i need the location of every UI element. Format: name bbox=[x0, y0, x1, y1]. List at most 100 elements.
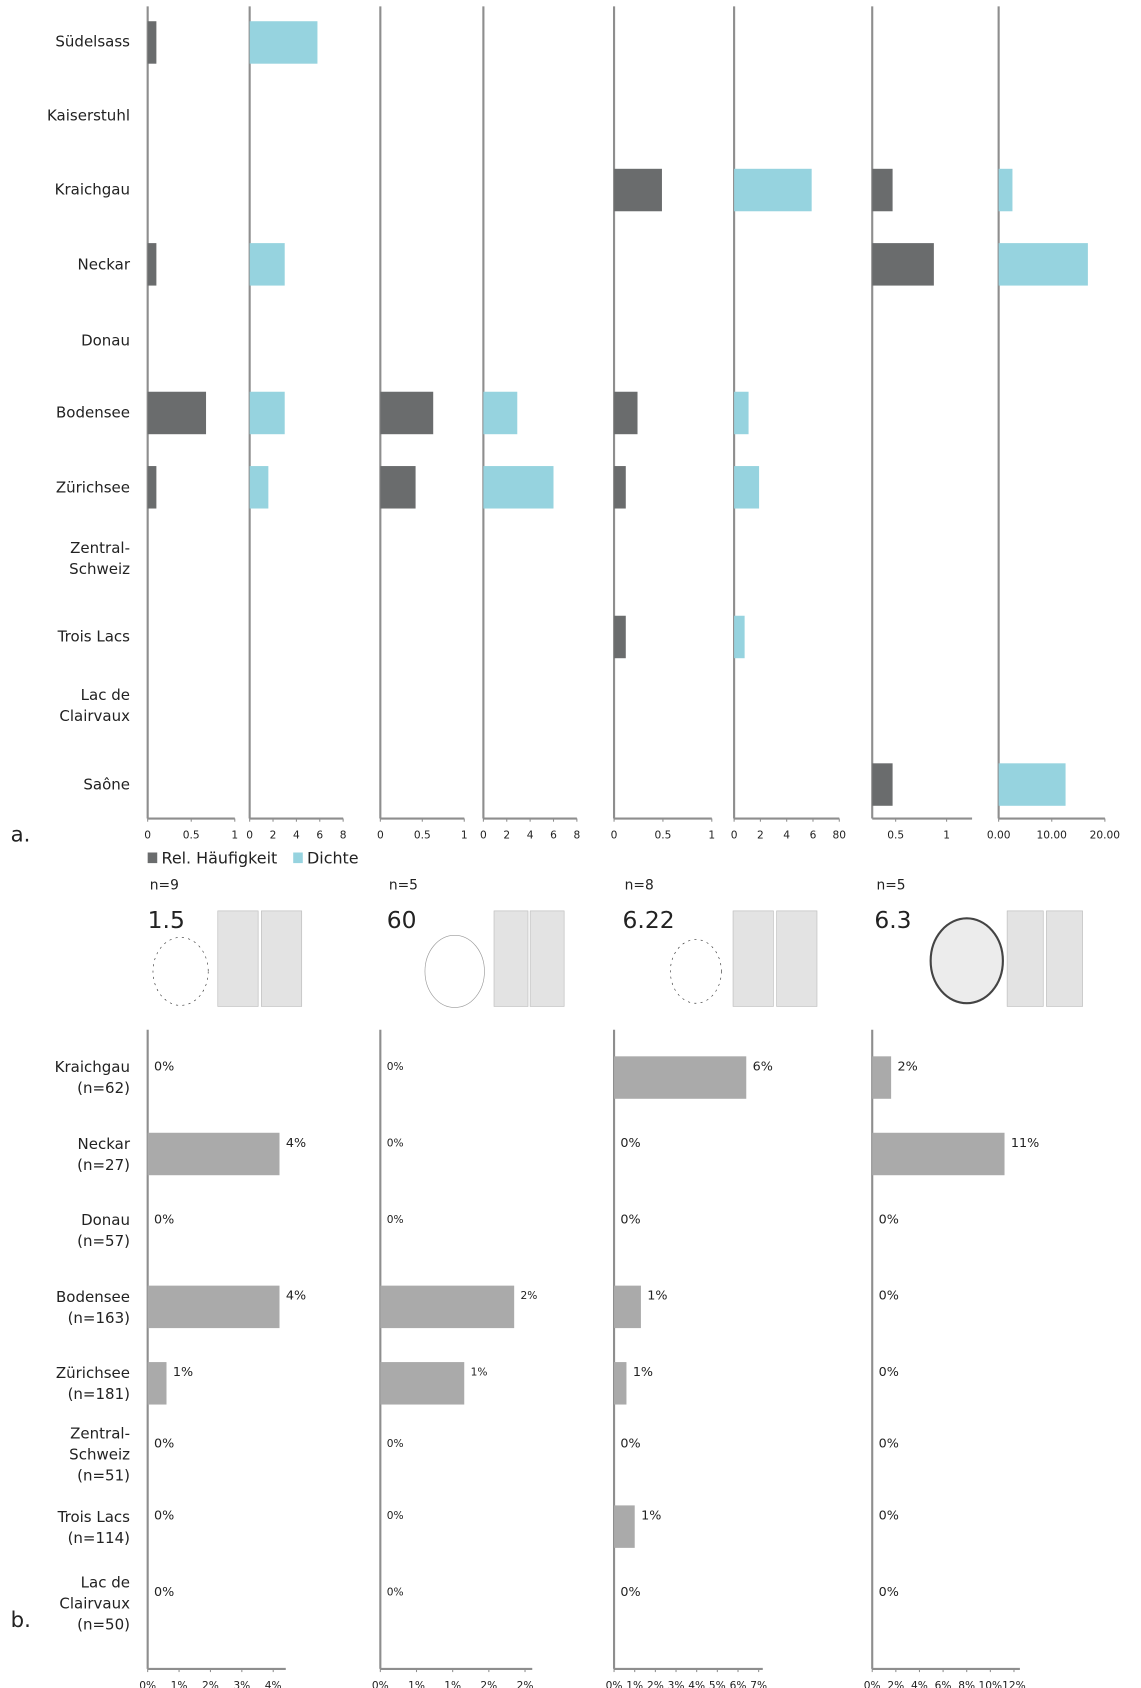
value-label: 0% bbox=[879, 1289, 899, 1304]
value-label: 0% bbox=[879, 1212, 899, 1227]
category-label: Südelsass bbox=[55, 32, 130, 51]
x-tick-label: 2% bbox=[517, 1679, 534, 1688]
x-tick-label: 0.5 bbox=[887, 829, 904, 842]
bar bbox=[147, 243, 157, 286]
group-number: 60 bbox=[387, 906, 417, 934]
bar bbox=[872, 168, 893, 212]
x-tick-label: 1 bbox=[461, 829, 468, 842]
x-tick-label: 8% bbox=[958, 1679, 975, 1688]
bar bbox=[147, 1362, 167, 1405]
x-tick-label: 12% bbox=[1002, 1679, 1026, 1688]
x-tick-label: 1% bbox=[408, 1679, 425, 1688]
x-tick-label: 0% bbox=[864, 1679, 881, 1688]
bar bbox=[380, 1362, 465, 1405]
x-tick-label: 0.5 bbox=[414, 829, 431, 842]
x-tick-label: 20.00 bbox=[1090, 829, 1121, 842]
group-n: n=8 bbox=[625, 877, 654, 893]
legend-label: Rel. Häufigkeit bbox=[161, 848, 277, 867]
x-tick-label: 2 bbox=[757, 829, 764, 842]
value-label: 0% bbox=[387, 1136, 404, 1149]
x-tick-label: 1 bbox=[943, 829, 950, 842]
x-tick-label: 1% bbox=[626, 1679, 643, 1688]
value-label: 0% bbox=[620, 1436, 640, 1451]
value-label: 0% bbox=[154, 1585, 174, 1600]
x-tick-label: 2% bbox=[202, 1679, 219, 1688]
bar bbox=[147, 466, 157, 509]
bar bbox=[872, 763, 893, 806]
x-tick-label: 0.5 bbox=[183, 829, 200, 842]
value-label: 0% bbox=[154, 1509, 174, 1524]
category-label: Trois Lacs (n=114) bbox=[57, 1507, 130, 1547]
bar bbox=[998, 763, 1066, 806]
legend-swatch bbox=[147, 852, 158, 864]
category-label: Kraichgau (n=62) bbox=[54, 1058, 130, 1098]
bar bbox=[614, 466, 626, 509]
x-tick-label: 0 bbox=[611, 829, 618, 842]
part-label: a. bbox=[11, 823, 31, 848]
vessel-images bbox=[152, 910, 1083, 1008]
category-label: Kaiserstuhl bbox=[46, 106, 130, 125]
x-tick-label: 0% bbox=[139, 1679, 156, 1688]
bar bbox=[998, 168, 1013, 212]
bar bbox=[380, 1285, 515, 1329]
category-label: Zentral- Schweiz (n=51) bbox=[69, 1424, 130, 1485]
value-label: 0% bbox=[620, 1585, 640, 1600]
category-label: Kraichgau bbox=[54, 180, 130, 199]
x-tick-label: 1% bbox=[171, 1679, 188, 1688]
bar bbox=[734, 391, 749, 435]
x-tick-label: 4 bbox=[783, 829, 790, 842]
bar bbox=[614, 615, 626, 659]
bar bbox=[147, 1132, 280, 1176]
value-label: 0% bbox=[154, 1436, 174, 1451]
value-label: 0% bbox=[879, 1585, 899, 1600]
x-tick-label: 3% bbox=[668, 1679, 685, 1688]
group-number: 6.22 bbox=[623, 906, 675, 934]
value-label: 1% bbox=[471, 1366, 488, 1379]
bar bbox=[614, 391, 638, 435]
value-label: 0% bbox=[620, 1212, 640, 1227]
x-tick-label: 4% bbox=[688, 1679, 705, 1688]
value-label: 0% bbox=[387, 1509, 404, 1522]
category-label: Bodensee (n=163) bbox=[56, 1287, 130, 1327]
category-label: Donau bbox=[81, 331, 130, 350]
group-n: n=9 bbox=[150, 877, 179, 893]
value-label: 2% bbox=[521, 1289, 538, 1302]
x-tick-label: 1 bbox=[708, 829, 715, 842]
bar bbox=[380, 466, 416, 509]
bar bbox=[483, 391, 518, 435]
x-tick-label: 7% bbox=[750, 1679, 767, 1688]
x-tick-label: 8 bbox=[340, 829, 347, 842]
value-label: 0% bbox=[620, 1136, 640, 1151]
x-tick-label: 4% bbox=[911, 1679, 928, 1688]
x-tick-label: 6% bbox=[935, 1679, 952, 1688]
bar bbox=[872, 243, 934, 286]
x-tick-label: 2% bbox=[887, 1679, 904, 1688]
x-tick-label: 2 bbox=[503, 829, 510, 842]
value-label: 1% bbox=[633, 1365, 653, 1380]
value-label: 0% bbox=[387, 1213, 404, 1226]
bar bbox=[249, 391, 285, 435]
bar bbox=[249, 243, 285, 286]
bar bbox=[872, 1056, 892, 1099]
x-tick-label: 0 bbox=[731, 829, 738, 842]
value-label: 0% bbox=[154, 1059, 174, 1074]
bar bbox=[734, 168, 812, 212]
x-tick-label: 0 bbox=[480, 829, 487, 842]
x-tick-label: 6% bbox=[730, 1679, 747, 1688]
value-label: 0% bbox=[387, 1585, 404, 1598]
value-label: 6% bbox=[753, 1059, 773, 1074]
bar bbox=[734, 615, 745, 659]
bar bbox=[998, 243, 1088, 286]
bar bbox=[614, 1505, 635, 1548]
x-tick-label: 0.5 bbox=[654, 829, 671, 842]
bar bbox=[380, 391, 434, 435]
x-tick-label: 6 bbox=[550, 829, 557, 842]
x-tick-label: 6 bbox=[316, 829, 323, 842]
value-label: 0% bbox=[154, 1212, 174, 1227]
category-label: Lac de Clairvaux (n=50) bbox=[59, 1573, 130, 1634]
value-label: 11% bbox=[1011, 1136, 1039, 1151]
x-tick-label: 0.00 bbox=[987, 829, 1011, 842]
value-label: 0% bbox=[879, 1365, 899, 1380]
legend-label: Dichte bbox=[307, 848, 359, 867]
